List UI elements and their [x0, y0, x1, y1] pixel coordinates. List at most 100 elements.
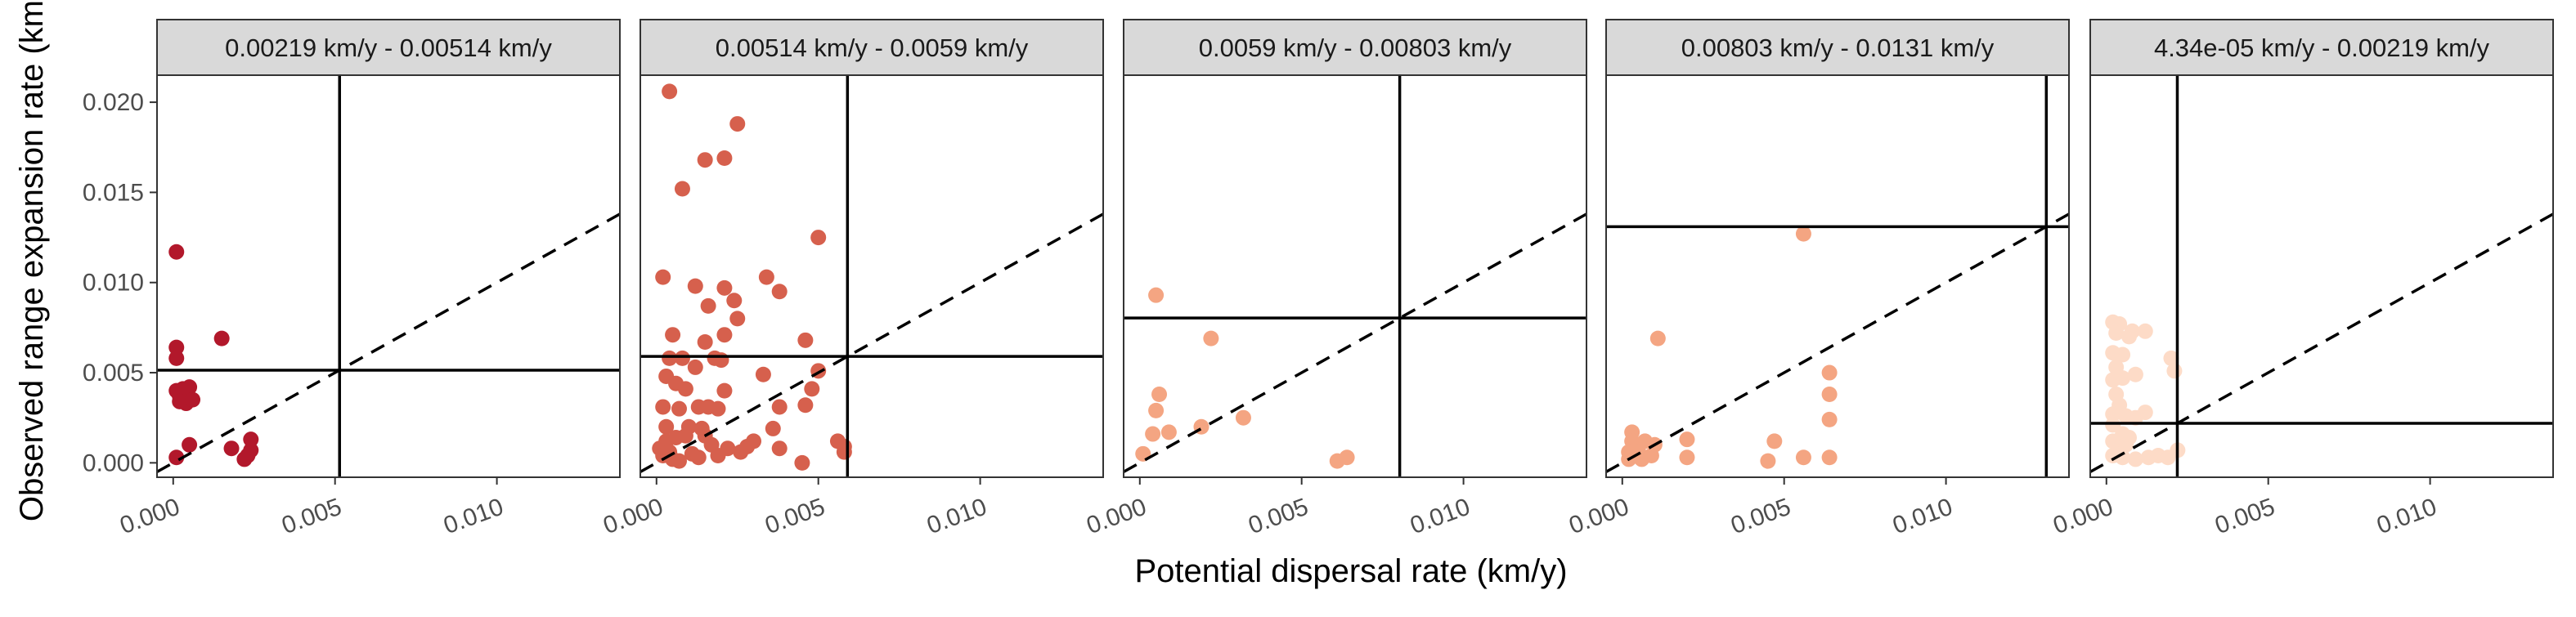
data-point: [665, 327, 681, 343]
data-point: [1203, 330, 1219, 347]
data-point: [1649, 330, 1666, 347]
data-point: [1679, 449, 1695, 466]
data-point: [2127, 451, 2143, 467]
data-point: [1821, 449, 1838, 466]
data-point: [1760, 453, 1776, 469]
x-tick-label: 0.005: [1727, 494, 1794, 540]
data-point: [2105, 406, 2121, 423]
data-point: [713, 352, 729, 369]
data-point: [674, 181, 690, 197]
data-point: [804, 381, 820, 397]
x-tick-label: 0.000: [2049, 494, 2116, 540]
panel-border: [1123, 74, 1587, 478]
data-point: [794, 454, 810, 471]
panel-border: [156, 74, 621, 478]
facet-strip: [1123, 19, 1587, 76]
facet-strip-title: 4.34e-05 km/y - 0.00219 km/y: [2154, 34, 2490, 62]
data-point: [172, 393, 188, 409]
data-point: [223, 440, 240, 457]
data-point: [690, 449, 707, 466]
data-point: [1795, 226, 1811, 242]
x-tick-label: 0.010: [1889, 494, 1956, 540]
data-point: [1235, 409, 1251, 426]
reference-line: [157, 212, 620, 473]
data-point: [655, 399, 671, 415]
data-point: [810, 230, 827, 246]
data-point: [240, 448, 256, 464]
data-point: [729, 116, 746, 132]
facet-panel-1: 0.00219 km/y - 0.00514 km/y 0.000 0.005 0.0…: [83, 19, 621, 540]
data-point: [687, 278, 703, 294]
x-tick-label: 0.010: [2373, 494, 2440, 540]
panel-border: [640, 74, 1104, 478]
reference-line: [2090, 212, 2553, 473]
y-tick-label: 0.010: [83, 270, 144, 297]
x-tick-label: 0.005: [278, 494, 345, 540]
data-point: [662, 350, 678, 366]
data-point: [836, 444, 852, 460]
data-point: [771, 399, 788, 415]
facet-strip: [640, 19, 1104, 76]
data-point: [1679, 431, 1695, 448]
data-point: [710, 400, 726, 417]
data-point: [729, 311, 746, 327]
data-point: [677, 427, 693, 444]
panel-data-layer: [2090, 75, 2553, 477]
panel-border: [2089, 74, 2554, 478]
x-tick-label: 0.005: [1245, 494, 1312, 540]
data-point: [168, 449, 185, 466]
facet-strip: [2089, 19, 2554, 76]
data-point: [733, 444, 749, 460]
facet-panel-5: 4.34e-05 km/y - 0.00219 km/y 0.000 0.005 0.…: [2049, 19, 2554, 540]
x-axis-title: Potential dispersal rate (km/y): [1134, 553, 1567, 589]
panel-data-layer: [157, 75, 620, 477]
data-point: [1148, 402, 1165, 418]
data-point: [2137, 405, 2153, 421]
data-point: [185, 391, 201, 408]
panel-border: [1605, 74, 2070, 478]
x-tick-label: 0.005: [761, 494, 828, 540]
data-point: [771, 440, 788, 457]
data-point: [2108, 324, 2125, 341]
data-point: [746, 433, 762, 449]
data-point: [655, 269, 671, 285]
data-point: [2115, 449, 2131, 466]
data-point: [758, 269, 774, 285]
data-point: [168, 244, 185, 260]
panel-data-layer: [1606, 75, 2069, 477]
data-point: [716, 279, 733, 296]
data-point: [2115, 347, 2131, 363]
data-point: [671, 400, 687, 417]
data-point: [716, 150, 733, 166]
data-point: [2166, 363, 2183, 379]
data-point: [1339, 449, 1355, 466]
reference-line: [1606, 212, 2069, 473]
data-point: [710, 448, 726, 464]
data-point: [755, 366, 771, 382]
y-tick-label: 0.015: [83, 179, 144, 206]
facet-strip-title: 0.0059 km/y - 0.00803 km/y: [1199, 34, 1512, 62]
data-point: [168, 350, 185, 366]
data-point: [1151, 387, 1168, 403]
data-point: [662, 83, 678, 100]
data-point: [716, 382, 733, 399]
data-point: [2137, 323, 2153, 339]
x-tick-label: 0.010: [1407, 494, 1474, 540]
data-point: [671, 453, 687, 469]
data-point: [2118, 436, 2134, 453]
data-point: [1766, 433, 1783, 449]
data-point: [726, 293, 743, 309]
data-point: [2163, 350, 2179, 366]
data-point: [182, 436, 198, 453]
data-point: [716, 327, 733, 343]
data-point: [797, 397, 814, 414]
data-point: [168, 339, 185, 355]
data-point: [2115, 370, 2131, 387]
y-tick-label: 0.020: [83, 89, 144, 116]
facet-panel-4: 0.00803 km/y - 0.0131 km/y 0.000 0.005 0.01…: [1565, 19, 2070, 540]
data-point: [687, 359, 703, 375]
data-point: [765, 420, 781, 436]
data-point: [1821, 387, 1838, 403]
